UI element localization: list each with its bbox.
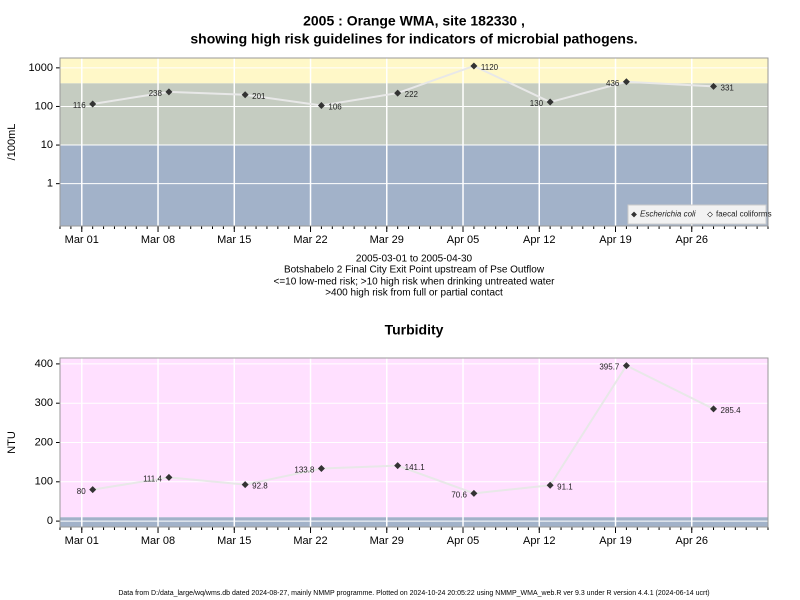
point xyxy=(317,465,325,473)
value-label: 80 xyxy=(77,487,86,496)
y-tick-label: 100 xyxy=(35,476,53,488)
value-label: 285.4 xyxy=(721,406,742,415)
x-tick-label: Mar 15 xyxy=(217,234,251,246)
legend-label: faecal coliforms xyxy=(716,210,772,219)
risk-band xyxy=(60,83,768,146)
value-label: 111.4 xyxy=(143,474,162,483)
risk-band xyxy=(60,517,768,527)
value-label: 116 xyxy=(73,101,86,110)
point xyxy=(317,101,325,109)
point xyxy=(89,100,97,108)
x-tick-label: Apr 19 xyxy=(599,535,631,547)
x-tick-label: Mar 08 xyxy=(141,535,175,547)
value-label: 201 xyxy=(252,92,266,101)
legend-label: Escherichia coli xyxy=(640,210,696,219)
point xyxy=(710,405,718,413)
x-tick-label: Mar 01 xyxy=(65,234,99,246)
x-tick-label: Mar 22 xyxy=(293,234,327,246)
point xyxy=(470,62,478,70)
y-tick-label: 1000 xyxy=(29,62,53,74)
value-label: 106 xyxy=(328,103,342,112)
chart-title: 2005 : Orange WMA, site 182330 , xyxy=(303,13,525,29)
point xyxy=(622,362,630,370)
y-tick-label: 400 xyxy=(35,358,53,370)
x-tick-label: Mar 29 xyxy=(370,234,404,246)
point xyxy=(546,98,554,106)
x-tick-label: Apr 05 xyxy=(447,234,479,246)
x-tick-label: Mar 01 xyxy=(65,535,99,547)
value-label: 1120 xyxy=(481,63,499,72)
value-label: 436 xyxy=(606,79,620,88)
y-tick-label: 1 xyxy=(47,178,53,190)
value-label: 331 xyxy=(721,83,735,92)
point xyxy=(89,486,97,494)
risk-band xyxy=(60,58,768,84)
legend-box xyxy=(627,204,767,225)
point xyxy=(546,481,554,489)
y-tick-label: 200 xyxy=(35,436,53,448)
y-tick-label: 100 xyxy=(35,100,53,112)
y-tick-label: 10 xyxy=(41,139,53,151)
point xyxy=(241,481,249,489)
subtitle: <=10 low-med risk; >10 high risk when dr… xyxy=(274,277,556,288)
x-tick-label: Apr 12 xyxy=(523,234,555,246)
chart-title: Turbidity xyxy=(385,322,444,338)
value-label: 222 xyxy=(405,90,419,99)
x-tick-label: Mar 08 xyxy=(141,234,175,246)
subtitle: Botshabelo 2 Final City Exit Point upstr… xyxy=(284,265,545,276)
x-tick-label: Apr 19 xyxy=(599,234,631,246)
y-tick-label: 0 xyxy=(47,515,53,527)
value-label: 70.6 xyxy=(451,490,467,499)
subtitle: >400 high risk from full or partial cont… xyxy=(325,288,503,299)
value-label: 395.7 xyxy=(599,363,620,372)
x-tick-label: Apr 12 xyxy=(523,535,555,547)
value-label: 91.1 xyxy=(557,482,573,491)
plot-frame xyxy=(59,57,769,227)
x-tick-label: Apr 05 xyxy=(447,535,479,547)
value-label: 238 xyxy=(149,89,163,98)
legend-marker xyxy=(707,211,713,218)
y-axis-label: /100mL xyxy=(6,124,18,161)
legend-marker xyxy=(631,211,637,218)
x-tick-label: Mar 29 xyxy=(370,535,404,547)
point xyxy=(394,462,402,470)
x-tick-label: Apr 26 xyxy=(676,535,708,547)
value-label: 133.8 xyxy=(294,466,315,475)
risk-band xyxy=(60,358,768,518)
point xyxy=(165,88,173,96)
subtitle: 2005-03-01 to 2005-04-30 xyxy=(356,254,473,265)
plot-frame xyxy=(59,357,769,528)
x-tick-label: Mar 15 xyxy=(217,535,251,547)
point xyxy=(241,91,249,99)
point xyxy=(710,82,718,90)
x-tick-label: Apr 26 xyxy=(676,234,708,246)
chart-title: showing high risk guidelines for indicat… xyxy=(190,31,637,47)
x-tick-label: Mar 22 xyxy=(293,535,327,547)
point xyxy=(165,473,173,481)
value-label: 92.8 xyxy=(252,482,268,491)
point xyxy=(470,489,478,497)
value-label: 130 xyxy=(530,99,544,108)
y-axis-label: NTU xyxy=(6,431,18,454)
y-tick-label: 300 xyxy=(35,397,53,409)
legend: Escherichia coli faecal coliforms xyxy=(627,204,772,225)
point xyxy=(622,78,630,86)
point xyxy=(394,89,402,97)
footer: Data from D:/data_large/wq/wms.db dated … xyxy=(118,590,709,597)
value-label: 141.1 xyxy=(405,463,426,472)
